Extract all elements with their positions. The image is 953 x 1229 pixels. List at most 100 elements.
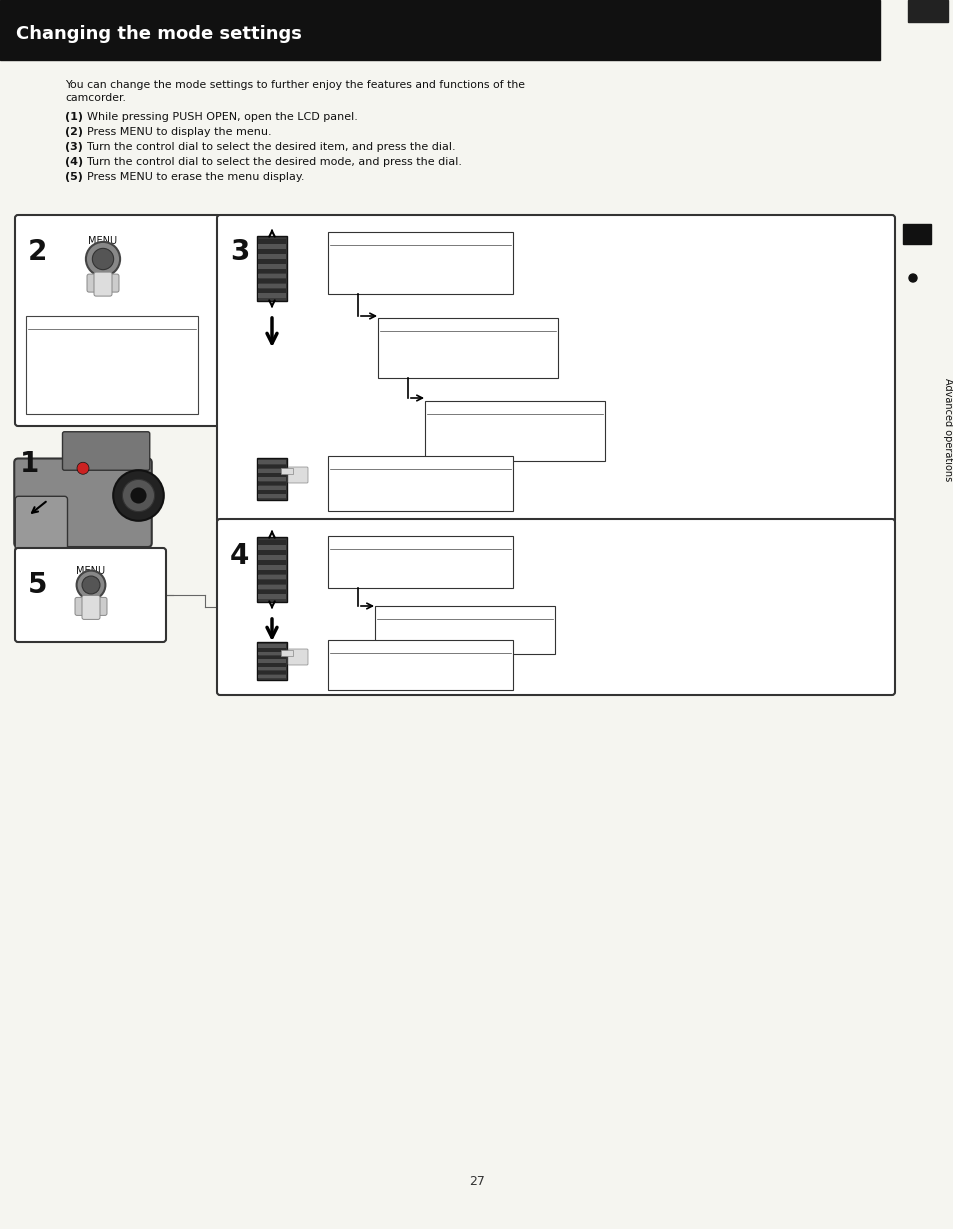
Bar bbox=[256, 537, 287, 602]
FancyBboxPatch shape bbox=[15, 215, 221, 426]
FancyBboxPatch shape bbox=[288, 467, 308, 483]
Text: MENU: MENU bbox=[381, 322, 408, 331]
Bar bbox=[328, 536, 513, 587]
Bar bbox=[257, 289, 286, 293]
Bar bbox=[0, 0, 879, 60]
FancyBboxPatch shape bbox=[216, 519, 894, 696]
Bar bbox=[257, 660, 286, 662]
Text: (5): (5) bbox=[65, 172, 87, 182]
Bar bbox=[257, 465, 286, 468]
Text: MENU: MENU bbox=[76, 567, 106, 576]
Text: ↓: ↓ bbox=[30, 393, 36, 402]
Text: REC MODE: REC MODE bbox=[429, 430, 472, 439]
Bar bbox=[257, 294, 286, 297]
FancyBboxPatch shape bbox=[14, 458, 152, 547]
Text: TITLE POS: TITLE POS bbox=[332, 495, 372, 504]
Bar bbox=[257, 551, 286, 554]
FancyBboxPatch shape bbox=[216, 215, 894, 524]
Bar bbox=[257, 284, 286, 288]
Bar bbox=[328, 232, 513, 294]
Text: MENU: MENU bbox=[332, 460, 358, 469]
Bar bbox=[257, 473, 286, 477]
Bar bbox=[257, 264, 286, 268]
Bar bbox=[377, 318, 558, 379]
Circle shape bbox=[131, 488, 147, 504]
Circle shape bbox=[908, 274, 916, 281]
Text: Press MENU to display the menu.: Press MENU to display the menu. bbox=[87, 127, 272, 136]
Circle shape bbox=[113, 471, 164, 521]
Text: MENU: MENU bbox=[429, 406, 456, 414]
Text: OFF: OFF bbox=[332, 568, 384, 576]
Bar bbox=[907, 0, 947, 22]
Text: COMMANDER ▸ OFF: COMMANDER ▸ OFF bbox=[332, 656, 418, 665]
Text: Changing the mode settings: Changing the mode settings bbox=[16, 25, 301, 43]
Bar bbox=[257, 494, 286, 498]
Bar bbox=[257, 482, 286, 485]
Text: 5: 5 bbox=[28, 571, 48, 599]
Text: REC MODE: REC MODE bbox=[30, 342, 71, 350]
Text: MENU: MENU bbox=[89, 236, 117, 246]
Text: TITLE POS: TITLE POS bbox=[381, 360, 421, 369]
Text: 4: 4 bbox=[230, 542, 249, 570]
Text: TITLE POS ▸ CENTER: TITLE POS ▸ CENTER bbox=[429, 444, 509, 452]
Text: Turn the control dial to select the desired item, and press the dial.: Turn the control dial to select the desi… bbox=[87, 143, 456, 152]
FancyBboxPatch shape bbox=[87, 274, 119, 293]
Text: (1): (1) bbox=[65, 112, 87, 122]
Bar bbox=[257, 664, 286, 666]
Text: Press MENU to erase the menu display.: Press MENU to erase the menu display. bbox=[87, 172, 304, 182]
Text: Turn the control dial to select the desired mode, and press the dial.: Turn the control dial to select the desi… bbox=[87, 157, 461, 167]
Text: ■OFF□: ■OFF□ bbox=[378, 635, 446, 644]
Text: REC MODE: REC MODE bbox=[332, 262, 375, 270]
Text: (4): (4) bbox=[65, 157, 87, 167]
Text: TITLE LANG: TITLE LANG bbox=[30, 359, 74, 367]
Text: COMMANDER: COMMANDER bbox=[429, 417, 488, 426]
FancyBboxPatch shape bbox=[288, 649, 308, 665]
Bar bbox=[257, 541, 286, 544]
Text: TITLE POS: TITLE POS bbox=[332, 677, 372, 686]
Bar bbox=[257, 274, 286, 278]
Circle shape bbox=[92, 248, 113, 269]
Text: TITLE POS: TITLE POS bbox=[332, 275, 372, 284]
Circle shape bbox=[122, 479, 154, 511]
Bar bbox=[257, 585, 286, 589]
Text: COMMANDER ▸ ON: COMMANDER ▸ ON bbox=[332, 248, 415, 257]
Text: COMMANDER  ON: COMMANDER ON bbox=[378, 622, 457, 630]
Bar bbox=[257, 279, 286, 283]
Bar bbox=[281, 468, 293, 474]
Bar bbox=[257, 595, 286, 599]
Text: TITLE1 SET: TITLE1 SET bbox=[30, 367, 71, 376]
FancyBboxPatch shape bbox=[94, 272, 112, 296]
Bar bbox=[257, 580, 286, 584]
Text: Advanced operations: Advanced operations bbox=[942, 379, 952, 482]
Text: COMMANDER ▸ OFF: COMMANDER ▸ OFF bbox=[30, 333, 113, 342]
Bar bbox=[257, 560, 286, 564]
Bar bbox=[281, 650, 293, 656]
Text: You can change the mode settings to further enjoy the features and functions of : You can change the mode settings to furt… bbox=[65, 80, 524, 90]
Bar bbox=[26, 316, 198, 414]
Text: D ZOOM: D ZOOM bbox=[30, 385, 62, 393]
Bar bbox=[328, 456, 513, 511]
Bar bbox=[256, 642, 287, 680]
Text: TITLE POS: TITLE POS bbox=[30, 350, 68, 359]
Bar bbox=[257, 269, 286, 273]
Text: REC MODE ▸ SP: REC MODE ▸ SP bbox=[381, 347, 443, 356]
Bar bbox=[257, 556, 286, 559]
Bar bbox=[257, 249, 286, 253]
Bar bbox=[257, 575, 286, 579]
Bar bbox=[257, 240, 286, 243]
Bar bbox=[257, 590, 286, 594]
FancyBboxPatch shape bbox=[75, 597, 107, 616]
Bar bbox=[257, 570, 286, 574]
Text: MENU: MENU bbox=[378, 610, 405, 619]
Bar bbox=[257, 656, 286, 659]
Text: REC MODE: REC MODE bbox=[332, 484, 375, 493]
Text: COMMANDER: COMMANDER bbox=[381, 334, 441, 343]
Text: MENU: MENU bbox=[332, 540, 358, 549]
Bar bbox=[257, 671, 286, 675]
Text: COMMANDER  ■ON□: COMMANDER ■ON□ bbox=[332, 472, 425, 481]
Circle shape bbox=[82, 576, 100, 594]
Bar bbox=[328, 640, 513, 689]
Bar bbox=[257, 675, 286, 678]
Bar bbox=[902, 224, 930, 245]
Text: camcorder.: camcorder. bbox=[65, 93, 126, 103]
